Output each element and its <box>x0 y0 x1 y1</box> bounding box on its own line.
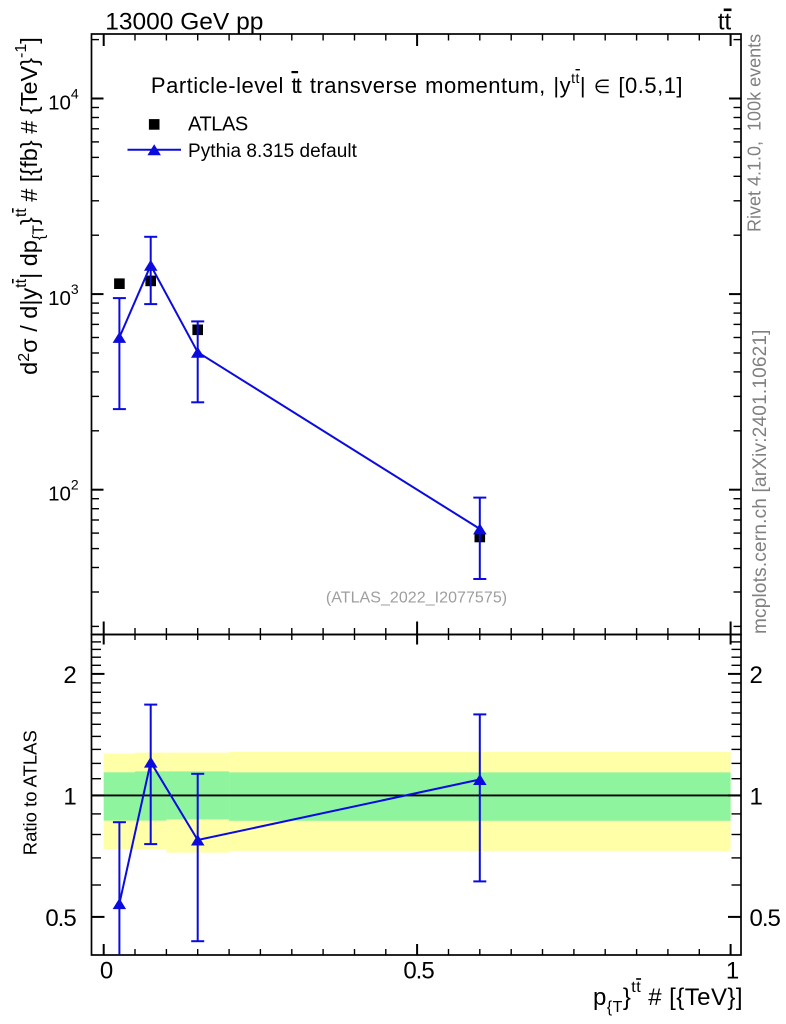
svg-text:tt: tt <box>718 8 732 35</box>
svg-text:Pythia 8.315 default: Pythia 8.315 default <box>188 141 358 162</box>
svg-text:0.5: 0.5 <box>45 905 76 932</box>
svg-text:0.5: 0.5 <box>750 905 781 932</box>
svg-text:mcplots.cern.ch [arXiv:2401.10: mcplots.cern.ch [arXiv:2401.10621] <box>750 329 771 634</box>
svg-text:1: 1 <box>726 958 739 985</box>
svg-text:0: 0 <box>100 958 113 985</box>
svg-text:Rivet 4.1.0, 100k events: Rivet 4.1.0, 100k events <box>745 34 765 232</box>
svg-text:1: 1 <box>63 783 76 810</box>
svg-text:13000 GeV pp: 13000 GeV pp <box>105 9 263 36</box>
svg-text:2: 2 <box>63 662 76 689</box>
svg-text:(ATLAS_2022_I2077575): (ATLAS_2022_I2077575) <box>326 590 507 607</box>
svg-text:ATLAS: ATLAS <box>188 114 248 136</box>
svg-text:d2σ / d|ytt| dp{T}tt # [{fb} #: d2σ / d|ytt| dp{T}tt # [{fb} # {TeV}-1] <box>13 37 48 375</box>
svg-text:2: 2 <box>750 662 763 689</box>
svg-text:Ratio to ATLAS: Ratio to ATLAS <box>19 730 40 855</box>
svg-text:1: 1 <box>750 783 763 810</box>
svg-text:0.5: 0.5 <box>403 958 434 985</box>
